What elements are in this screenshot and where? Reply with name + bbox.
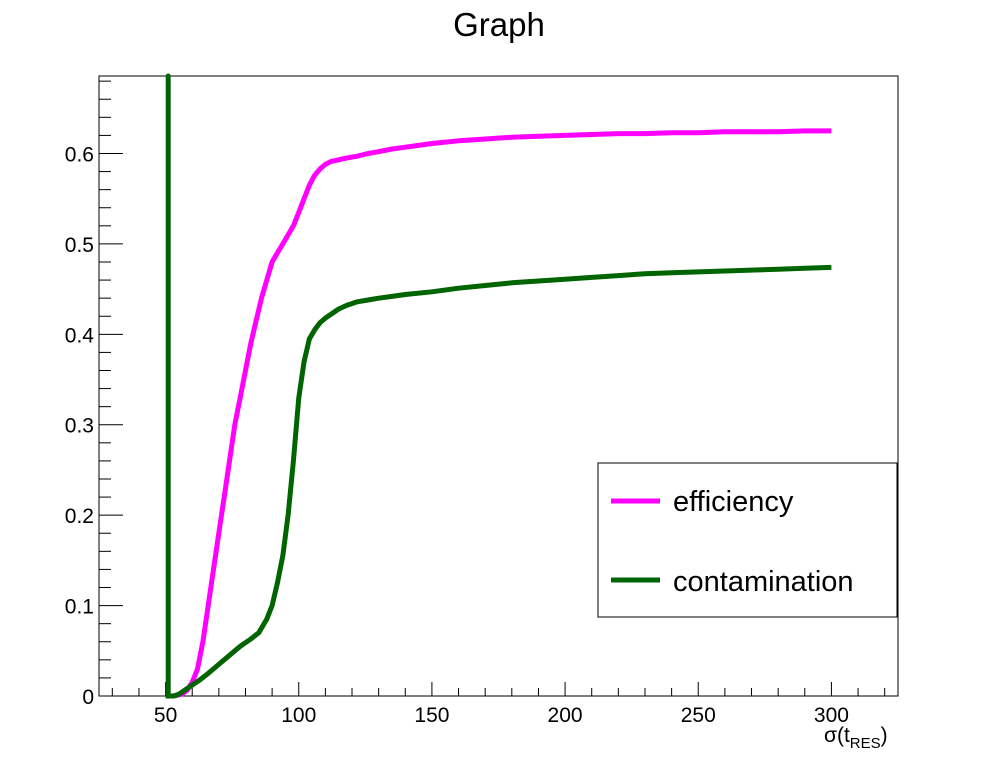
- x-axis: 50 100 150 200 250 300: [111, 682, 886, 727]
- y-tick-label: 0.2: [65, 505, 94, 528]
- y-tick-label: 0.6: [65, 143, 94, 166]
- y-axis: 0 0.1 0.2 0.3 0.4 0.5 0.6: [65, 80, 123, 709]
- x-tick-label: 250: [681, 704, 716, 727]
- plot-area: [165, 73, 832, 699]
- legend: efficiency contamination: [597, 462, 898, 618]
- x-axis-label-subscript: RES: [850, 735, 881, 752]
- series-line-contamination: [165, 73, 832, 699]
- plot-frame: [98, 75, 899, 697]
- x-tick-label: 100: [281, 704, 316, 727]
- y-tick-label: 0.3: [65, 415, 94, 438]
- x-tick-label: 150: [414, 704, 449, 727]
- chart-title: Graph: [453, 6, 545, 43]
- series-line-efficiency: [165, 128, 832, 699]
- x-tick-label: 200: [548, 704, 583, 727]
- x-axis-label-close: ): [881, 724, 888, 747]
- x-axis-label-main: σ(t: [824, 724, 850, 747]
- legend-label-contamination: contamination: [673, 566, 854, 598]
- legend-box: [597, 462, 898, 618]
- y-tick-label: 0.1: [65, 596, 94, 619]
- x-axis-label: σ(tRES): [824, 724, 888, 752]
- legend-label-efficiency: efficiency: [673, 486, 794, 518]
- x-tick-label: 300: [814, 704, 849, 727]
- y-tick-label: 0.5: [65, 234, 94, 257]
- y-tick-label: 0: [82, 686, 94, 709]
- x-tick-label: 50: [154, 704, 177, 727]
- y-tick-label: 0.4: [65, 324, 95, 347]
